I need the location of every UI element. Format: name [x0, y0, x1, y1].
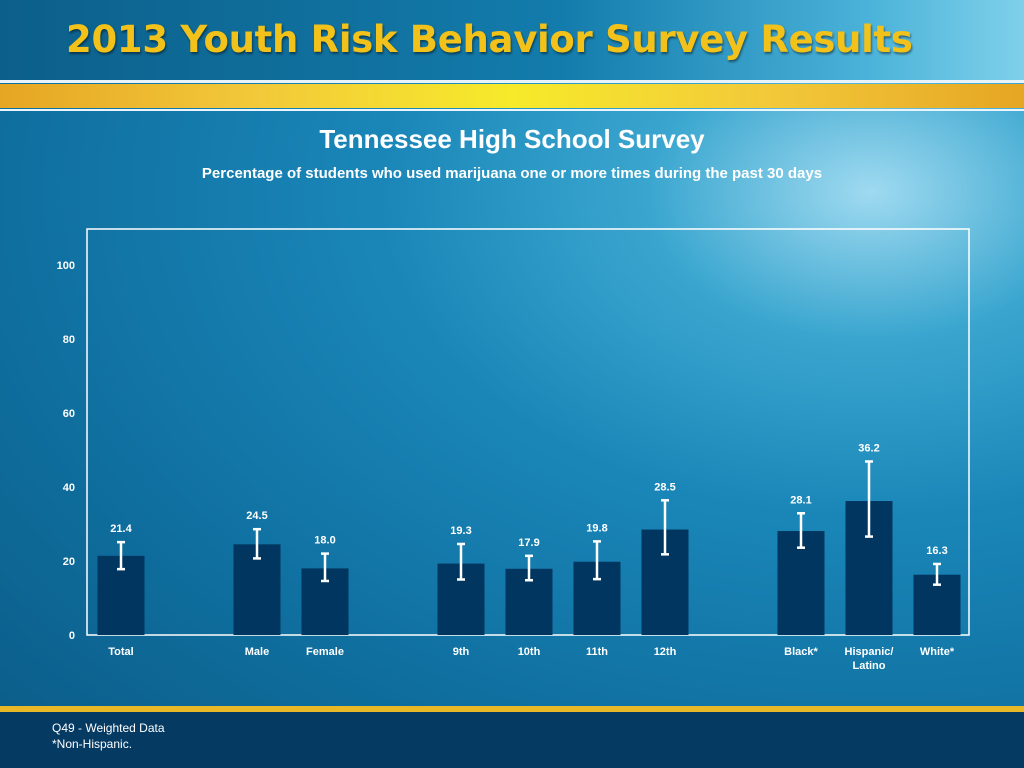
data-label: 18.0: [314, 535, 335, 547]
data-label: 36.2: [858, 442, 879, 454]
y-tick-label: 80: [63, 334, 75, 346]
data-label: 21.4: [110, 523, 132, 535]
x-tick-label: Male: [245, 646, 269, 658]
header-band: [0, 0, 1024, 80]
x-tick-label: 11th: [586, 646, 608, 658]
data-label: 19.8: [586, 522, 607, 534]
x-tick-label: 9th: [453, 646, 470, 658]
footnote-weighted: Q49 - Weighted Data: [52, 721, 165, 735]
y-tick-label: 40: [63, 482, 75, 494]
footer-stripe: [0, 706, 1024, 712]
y-tick-label: 100: [57, 260, 75, 272]
gold-bar-divider: [0, 109, 1024, 111]
x-tick-label: Black*: [784, 646, 818, 658]
data-label: 17.9: [518, 537, 539, 549]
error-bar-series: [117, 460, 941, 586]
value-label-series: 21.4 24.5 18.0 19.3 17.9 19.8 28.5 28.1 36.2 16.3: [110, 442, 947, 556]
error-bar: [593, 540, 601, 581]
data-label: 19.3: [450, 525, 471, 537]
y-tick-label: 60: [63, 408, 75, 420]
x-tick-label: 12th: [654, 646, 677, 658]
chart-title: Tennessee High School Survey: [319, 124, 705, 154]
x-tick-label: White*: [920, 646, 955, 658]
x-tick-label: 10th: [518, 646, 541, 658]
error-bar: [865, 460, 873, 538]
slide-title: 2013 Youth Risk Behavior Survey Results: [66, 18, 913, 61]
gold-accent-bar: [0, 84, 1024, 108]
error-bar: [457, 542, 465, 581]
data-label: 16.3: [926, 545, 947, 557]
x-tick-label: Hispanic/Latino: [845, 646, 894, 672]
error-bar: [321, 552, 329, 583]
footnote-non-hispanic: *Non-Hispanic.: [52, 737, 133, 751]
bar-chart: 0 20 40 60 80 100 21.4 24.5 18.0 19.3 17.9 19.8 28.…: [57, 260, 961, 672]
header-divider: [0, 80, 1024, 83]
error-bar: [661, 499, 669, 556]
x-tick-label: Total: [108, 646, 133, 658]
x-tick-label: Female: [306, 646, 344, 658]
error-bar: [117, 540, 125, 571]
x-axis: Total Male Female 9th 10th 11th 12th Black* Hisp…: [108, 646, 955, 672]
error-bar: [525, 554, 533, 582]
data-label: 28.5: [654, 481, 675, 493]
y-axis: 0 20 40 60 80 100: [57, 260, 75, 642]
data-label: 28.1: [790, 494, 811, 506]
y-tick-label: 0: [69, 630, 75, 642]
data-label: 24.5: [246, 510, 267, 522]
chart-subtitle: Percentage of students who used marijuan…: [201, 165, 823, 182]
y-tick-label: 20: [63, 556, 75, 568]
error-bar: [253, 527, 261, 560]
error-bar: [933, 562, 941, 586]
footer-band: [0, 712, 1024, 768]
footnotes: Q49 - Weighted Data *Non-Hispanic.: [52, 720, 165, 752]
error-bar: [797, 512, 805, 549]
